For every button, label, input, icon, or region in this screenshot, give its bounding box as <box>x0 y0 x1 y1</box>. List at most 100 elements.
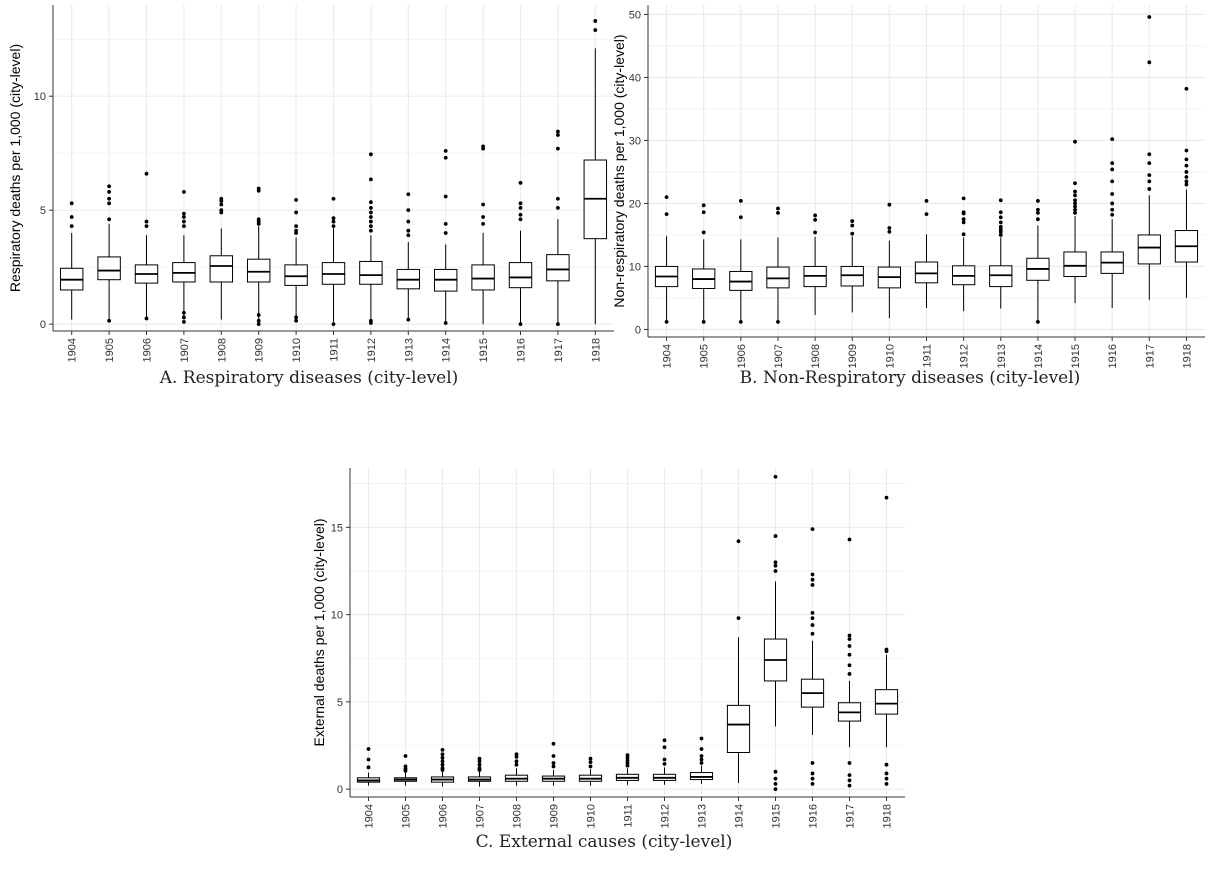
outlier-point <box>847 537 852 542</box>
outlier-point <box>514 762 519 767</box>
outlier-point <box>773 769 778 774</box>
x-tick-label: 1904 <box>662 344 674 368</box>
outlier-point <box>887 229 892 234</box>
outlier-point <box>810 623 815 627</box>
x-tick-label: 1910 <box>291 338 303 362</box>
outlier-point <box>403 767 408 771</box>
outlier-point <box>773 534 778 538</box>
boxplot-1915 <box>763 474 788 792</box>
outlier-point <box>107 318 111 323</box>
outlier-point <box>810 572 815 577</box>
outlier-point <box>440 752 445 757</box>
outlier-point <box>294 315 298 320</box>
outlier-point <box>773 563 778 568</box>
outlier-point <box>443 149 448 153</box>
outlier-point <box>182 215 186 219</box>
outlier-point <box>884 495 889 500</box>
outlier-point <box>1184 179 1189 184</box>
outlier-point <box>810 577 815 582</box>
caption-a-text: Respiratory diseases (city-level) <box>182 368 459 388</box>
boxplot-1912 <box>951 196 976 312</box>
box-iqr <box>284 264 308 286</box>
boxplot-1916 <box>1100 137 1124 309</box>
outlier-point <box>1073 189 1077 194</box>
y-tick-label: 0 <box>337 784 343 796</box>
boxplot-1905 <box>692 203 716 324</box>
outlier-point <box>1073 198 1077 203</box>
outlier-point <box>1110 201 1115 206</box>
outlier-point <box>1036 210 1040 215</box>
outlier-point <box>625 758 630 763</box>
x-tick-label: 1908 <box>512 804 524 828</box>
outlier-point <box>813 230 817 235</box>
y-tick-label: 40 <box>629 72 641 84</box>
boxplot-1904 <box>654 195 679 324</box>
outlier-point <box>1073 139 1077 144</box>
boxplot-1909 <box>246 186 271 327</box>
outlier-point <box>998 233 1003 237</box>
x-tick-label: 1906 <box>142 338 154 362</box>
outlier-point <box>847 761 852 765</box>
outlier-point <box>551 741 556 746</box>
x-tick-label: 1912 <box>660 804 672 828</box>
box-iqr <box>546 254 570 282</box>
outlier-point <box>736 539 741 544</box>
caption-c-text: External causes (city-level) <box>498 832 733 852</box>
boxplot-1918 <box>1174 86 1199 298</box>
outlier-point <box>1184 157 1189 162</box>
y-axis-title: Respiratory deaths per 1,000 (city-level… <box>7 44 23 292</box>
outlier-point <box>1036 217 1040 222</box>
x-tick-label: 1914 <box>441 338 453 362</box>
outlier-point <box>1184 163 1189 168</box>
y-tick-label: 5 <box>40 205 46 217</box>
boxplot-1905 <box>393 754 418 786</box>
x-tick-label: 1909 <box>549 804 561 828</box>
outlier-point <box>884 762 889 767</box>
outlier-point <box>556 196 560 201</box>
boxplot-1910 <box>877 202 902 319</box>
outlier-point <box>369 228 373 233</box>
boxplot-1905 <box>97 184 121 323</box>
outlier-point <box>1184 170 1189 174</box>
outlier-point <box>1147 161 1152 166</box>
x-tick-label: 1913 <box>403 338 415 362</box>
x-tick-label: 1910 <box>884 344 896 368</box>
outlier-point <box>256 217 261 222</box>
x-tick-label: 1908 <box>810 344 822 368</box>
outlier-point <box>593 28 598 32</box>
x-tick-label: 1912 <box>959 344 971 368</box>
x-tick-label: 1918 <box>590 338 602 362</box>
outlier-point <box>773 787 778 792</box>
outlier-point <box>699 736 704 741</box>
boxplot-1911 <box>321 196 346 327</box>
outlier-point <box>776 206 780 211</box>
boxplot-1908 <box>504 752 529 786</box>
outlier-point <box>107 196 111 201</box>
outlier-point <box>998 224 1003 229</box>
outlier-point <box>556 133 560 137</box>
outlier-point <box>144 219 149 224</box>
y-tick-label: 20 <box>629 198 641 210</box>
outlier-point <box>1036 319 1040 324</box>
outlier-point <box>810 771 815 776</box>
outlier-point <box>331 219 336 224</box>
x-tick-label: 1917 <box>1144 344 1156 368</box>
outlier-point <box>810 616 815 621</box>
box-iqr <box>359 260 383 285</box>
outlier-point <box>440 755 445 760</box>
outlier-point <box>518 322 523 327</box>
outlier-point <box>1073 207 1077 212</box>
outlier-point <box>884 782 889 786</box>
x-tick-label: 1912 <box>366 338 378 362</box>
outlier-point <box>736 616 741 621</box>
outlier-point <box>369 177 373 182</box>
box-iqr <box>989 265 1013 288</box>
outlier-point <box>662 761 667 766</box>
outlier-point <box>588 764 593 769</box>
outlier-point <box>810 782 815 786</box>
outlier-point <box>366 765 371 770</box>
boxplot-1914 <box>1026 199 1050 324</box>
outlier-point <box>481 215 485 219</box>
x-tick-label: 1911 <box>329 338 341 362</box>
x-tick-label: 1905 <box>699 344 711 368</box>
